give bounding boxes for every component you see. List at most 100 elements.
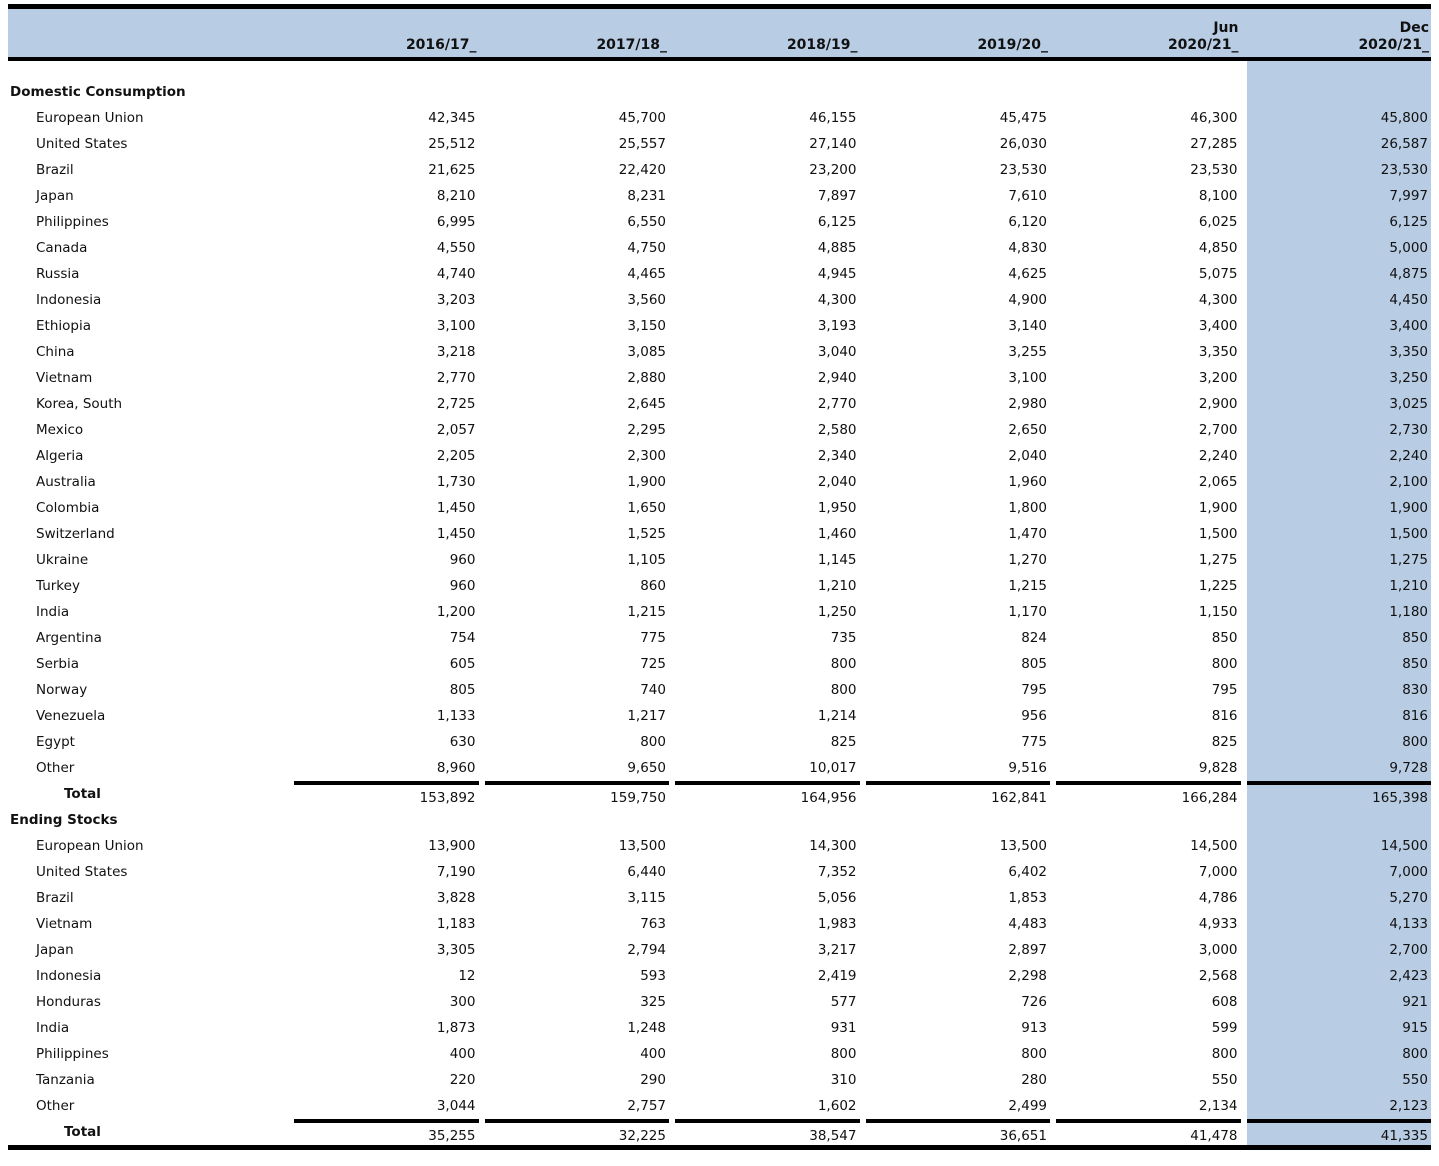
country-label: Tanzania [36, 1072, 95, 1088]
value-cell: 4,850 [1198, 240, 1238, 256]
value-cell: 2,650 [1008, 422, 1047, 438]
value-cell: 2,580 [817, 422, 857, 438]
bottom-rule [8, 1145, 1431, 1150]
value-cell: 913 [1021, 1020, 1047, 1036]
value-cell: 2,065 [1198, 474, 1238, 490]
country-label: Ukraine [36, 552, 89, 568]
table-row: United States 25,512 25,557 27,140 26,030 27,… [8, 131, 1431, 157]
highlighted-value-cell: 26,587 [1246, 131, 1431, 157]
highlighted-value-cell: 4,875 [1246, 261, 1431, 287]
value-cell: 1,900 [1198, 500, 1238, 516]
value-cell: 2,880 [627, 370, 666, 386]
country-label: Switzerland [36, 526, 115, 542]
value-cell: 800 [640, 734, 666, 750]
value-cell: 2,770 [436, 370, 476, 386]
value-cell: 795 [1021, 682, 1047, 698]
value-cell: 2,340 [817, 448, 857, 464]
value-cell: 816 [1211, 708, 1238, 724]
value-cell: 4,550 [436, 240, 476, 256]
value-cell: 800 [1211, 656, 1238, 672]
value-cell: 6,402 [1008, 864, 1047, 880]
highlighted-value-cell: 9,728 [1246, 755, 1431, 781]
table-row: Colombia 1,450 1,650 1,950 1,800 1,900 1,900 [8, 495, 1431, 521]
highlighted-value-cell: 4,133 [1246, 911, 1431, 937]
value-cell: 1,217 [627, 708, 666, 724]
table-row: Honduras 300 325 577 726 608 921 [8, 989, 1431, 1015]
value-cell: 1,214 [817, 708, 857, 724]
highlighted-total-cell: 41,335 [1246, 1119, 1431, 1145]
table-row: Philippines 6,995 6,550 6,125 6,120 6,025 6,12… [8, 209, 1431, 235]
table-row: Egypt 630 800 825 775 825 800 [8, 729, 1431, 755]
value-cell: 21,625 [428, 162, 476, 178]
table-row: Norway 805 740 800 795 795 830 [8, 677, 1431, 703]
value-cell: 1,250 [817, 604, 857, 620]
value-cell: 10,017 [809, 760, 857, 776]
value-cell: 9,516 [1008, 760, 1047, 776]
country-label: Philippines [36, 1046, 109, 1062]
value-cell: 1,170 [1008, 604, 1047, 620]
highlighted-value-cell: 800 [1246, 1041, 1431, 1067]
value-cell: 7,190 [436, 864, 476, 880]
value-cell: 1,105 [627, 552, 666, 568]
table-row: Brazil 3,828 3,115 5,056 1,853 4,786 5,270 [8, 885, 1431, 911]
value-cell: 3,150 [627, 318, 666, 334]
value-cell: 6,025 [1198, 214, 1238, 230]
table-row: United States 7,190 6,440 7,352 6,402 7,000 7,… [8, 859, 1431, 885]
highlighted-value-cell: 915 [1246, 1015, 1431, 1041]
highlighted-value-cell: 2,700 [1246, 937, 1431, 963]
table-header: 2016/17_ 2017/18_ 2018/19_ 2019/20_ Jun 2020… [8, 9, 1431, 57]
table-row: Japan 8,210 8,231 7,897 7,610 8,100 7,997 [8, 183, 1431, 209]
value-cell: 26,030 [999, 136, 1047, 152]
value-cell: 3,100 [436, 318, 476, 334]
table-row: Brazil 21,625 22,420 23,200 23,530 23,530 23,5… [8, 157, 1431, 183]
table-row: Venezuela 1,133 1,217 1,214 956 816 816 [8, 703, 1431, 729]
value-cell: 2,940 [817, 370, 857, 386]
table-row: India 1,873 1,248 931 913 599 915 [8, 1015, 1431, 1041]
value-cell: 3,560 [627, 292, 666, 308]
country-label: United States [36, 864, 128, 880]
value-cell: 1,225 [1198, 578, 1238, 594]
value-cell: 23,200 [809, 162, 857, 178]
value-cell: 13,500 [999, 838, 1047, 854]
value-cell: 4,465 [627, 266, 666, 282]
value-cell: 3,200 [1198, 370, 1238, 386]
table-row: Korea, South 2,725 2,645 2,770 2,980 2,900 3,0… [8, 391, 1431, 417]
highlighted-value-cell: 2,100 [1246, 469, 1431, 495]
section-title: Ending Stocks [10, 812, 118, 828]
total-value-cell: 159,750 [484, 781, 669, 807]
value-cell: 7,000 [1198, 864, 1238, 880]
table-row: Tanzania 220 290 310 280 550 550 [8, 1067, 1431, 1093]
country-label: China [36, 344, 75, 360]
value-cell: 1,650 [627, 500, 666, 516]
value-cell: 725 [640, 656, 666, 672]
value-cell: 775 [1021, 734, 1047, 750]
country-label: European Union [36, 838, 144, 854]
value-cell: 4,740 [436, 266, 476, 282]
value-cell: 605 [449, 656, 476, 672]
value-cell: 754 [449, 630, 476, 646]
value-cell: 23,530 [1190, 162, 1238, 178]
total-value-cell: 162,841 [865, 781, 1050, 807]
value-cell: 1,460 [817, 526, 857, 542]
value-cell: 1,853 [1008, 890, 1047, 906]
highlighted-value-cell: 1,500 [1246, 521, 1431, 547]
value-cell: 2,057 [436, 422, 476, 438]
highlighted-value-cell: 830 [1246, 677, 1431, 703]
value-cell: 2,900 [1198, 396, 1238, 412]
total-row: Total 153,892 159,750 164,956 162,841 166,284… [8, 781, 1431, 807]
value-cell: 27,140 [809, 136, 857, 152]
table-row: Algeria 2,205 2,300 2,340 2,040 2,240 2,240 [8, 443, 1431, 469]
value-cell: 3,115 [627, 890, 666, 906]
value-cell: 3,100 [1008, 370, 1047, 386]
table-row: China 3,218 3,085 3,040 3,255 3,350 3,350 [8, 339, 1431, 365]
value-cell: 4,885 [817, 240, 857, 256]
value-cell: 46,300 [1190, 110, 1238, 126]
value-cell: 726 [1021, 994, 1047, 1010]
value-cell: 1,500 [1198, 526, 1238, 542]
value-cell: 4,830 [1008, 240, 1047, 256]
total-value-cell: 41,478 [1056, 1119, 1241, 1145]
value-cell: 2,205 [436, 448, 476, 464]
table-row: Indonesia 3,203 3,560 4,300 4,900 4,300 4,450 [8, 287, 1431, 313]
highlighted-value-cell: 3,350 [1246, 339, 1431, 365]
column-header: 2016/17_ [405, 37, 477, 53]
